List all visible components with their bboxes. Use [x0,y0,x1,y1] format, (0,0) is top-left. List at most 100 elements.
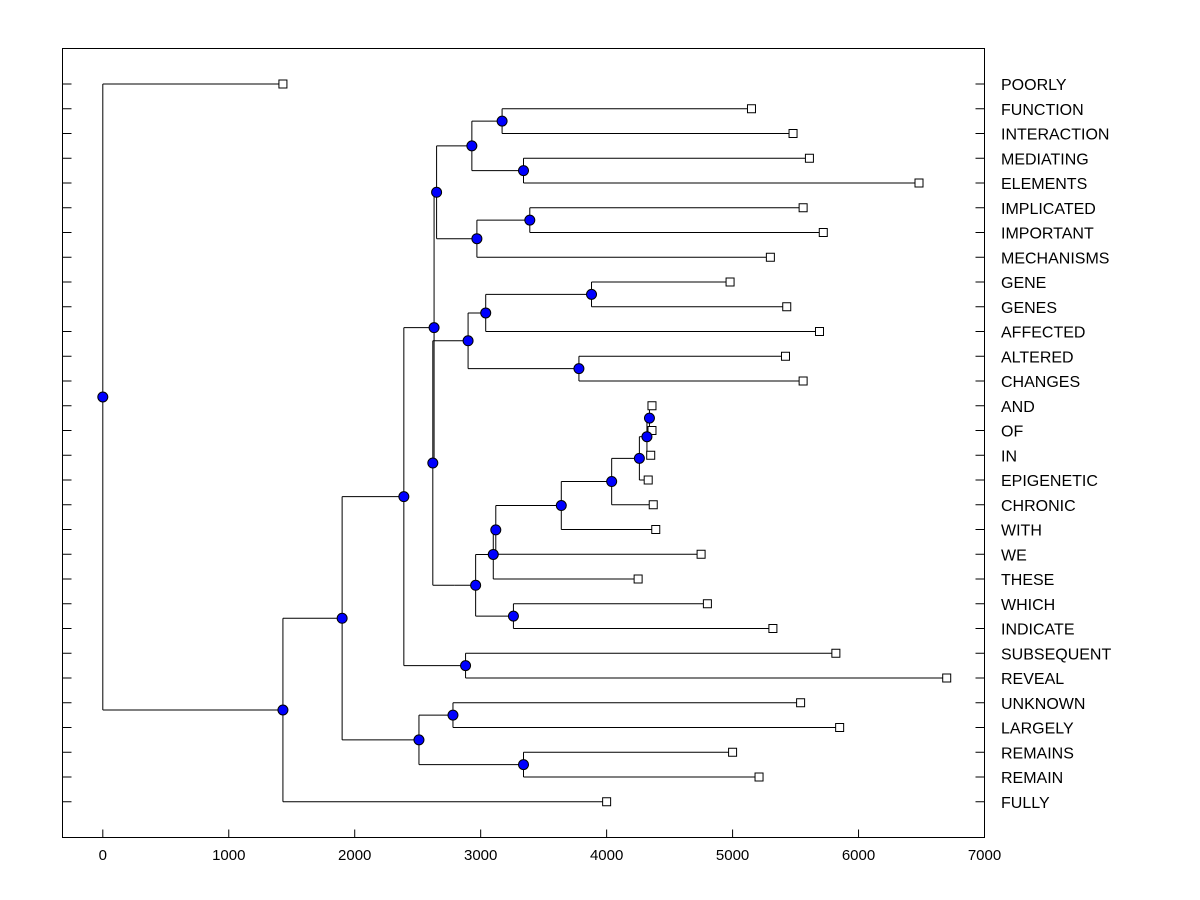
leaf-marker [835,723,845,732]
leaf-label: MEDIATING [1001,151,1089,168]
leaf-marker [798,376,808,386]
leaf-label: REVEAL [1001,671,1064,688]
leaf-marker [725,277,735,287]
leaf-marker [796,698,806,708]
leaf-label: MECHANISMS [1001,250,1109,267]
node-marker [555,500,567,512]
leaf-label: LARGELY [1001,721,1074,738]
leaf-marker [278,79,288,89]
leaf-marker [602,797,612,807]
node-marker [643,412,655,424]
leaf-label: POORLY [1001,77,1067,94]
x-tick-label: 3000 [464,847,497,864]
node-marker [470,579,482,591]
node-marker [277,704,289,716]
node-marker [460,660,472,672]
node-marker [507,610,519,622]
node-marker [641,431,653,443]
node-marker [466,140,478,152]
leaf-marker [831,648,841,658]
leaf-label: CHRONIC [1001,498,1076,515]
node-marker [606,476,618,488]
leaf-labels: POORLY FUNCTION INTERACTION MEDIATING ELEMEN… [1001,77,1111,812]
leaf-label: FULLY [1001,795,1050,812]
x-tick-label: 1000 [212,847,245,864]
tree-lines [102,83,947,803]
x-tick-label: 4000 [590,847,623,864]
leaf-label: CHANGES [1001,374,1080,391]
leaf-marker [647,401,657,411]
leaf-marker [633,574,643,584]
node-marker [398,491,410,503]
leaf-label: THESE [1001,572,1054,589]
leaf-label: REMAIN [1001,770,1063,787]
node-marker [447,709,459,721]
node-marker [487,548,499,560]
leaf-marker [648,500,658,510]
leaf-marker [702,599,712,609]
leaf-label: INDICATE [1001,622,1074,639]
leaf-marker [804,153,814,163]
node-marker [427,457,439,469]
node-marker [633,452,645,464]
node-marker [413,734,425,746]
leaf-label: SUBSEQUENT [1001,646,1111,663]
leaf-label: OF [1001,424,1023,441]
leaf-label: FUNCTION [1001,102,1084,119]
leaf-marker [651,525,661,534]
x-axis: 0 1000 2000 3000 4000 5000 6000 7000 [99,829,1001,864]
leaf-marker [782,302,792,312]
leaf-label: ELEMENTS [1001,176,1087,193]
leaf-marker [768,624,778,633]
leaf-marker [788,129,798,138]
leaf-marker [765,252,775,262]
node-marker [431,186,443,198]
node-marker [496,115,508,127]
node-marker [518,165,529,177]
leaf-label: INTERACTION [1001,127,1109,144]
node-marker [586,288,598,300]
x-tick-label: 5000 [716,847,749,864]
node-marker [524,214,536,226]
leaf-label: GENE [1001,275,1046,292]
leaf-label: WITH [1001,523,1042,540]
leaf-marker [780,351,790,361]
x-tick-label: 7000 [968,847,1001,864]
node-marker [428,322,440,334]
leaf-marker [643,475,653,485]
leaf-label: ALTERED [1001,349,1074,366]
node-marker [518,759,529,771]
leaf-label: WE [1001,547,1027,564]
leaf-marker [818,228,828,237]
leaf-label: IMPORTANT [1001,226,1094,243]
leaf-tick-marks [62,83,985,803]
leaf-label: AFFECTED [1001,325,1085,342]
leaf-label: IN [1001,448,1017,465]
node-markers [97,79,952,807]
leaf-label: UNKNOWN [1001,696,1085,713]
node-marker [480,307,492,319]
x-tick-label: 6000 [842,847,875,864]
node-marker [336,612,348,624]
leaf-marker [696,549,706,559]
leaf-marker [754,772,764,782]
node-marker [97,391,109,403]
leaf-marker [814,327,824,336]
leaf-marker [914,178,924,188]
leaf-marker [798,203,808,213]
leaf-label: WHICH [1001,597,1055,614]
node-marker [490,524,502,536]
leaf-marker [942,673,952,683]
leaf-marker [646,450,656,460]
leaf-marker [728,747,738,757]
leaf-label: GENES [1001,300,1057,317]
leaf-label: REMAINS [1001,745,1074,762]
x-tick-label: 0 [99,847,107,864]
node-marker [573,363,585,375]
plot-frame [62,48,985,838]
leaf-label: EPIGENETIC [1001,473,1098,490]
node-marker [471,233,483,245]
leaf-label: IMPLICATED [1001,201,1096,218]
node-marker [462,335,474,347]
